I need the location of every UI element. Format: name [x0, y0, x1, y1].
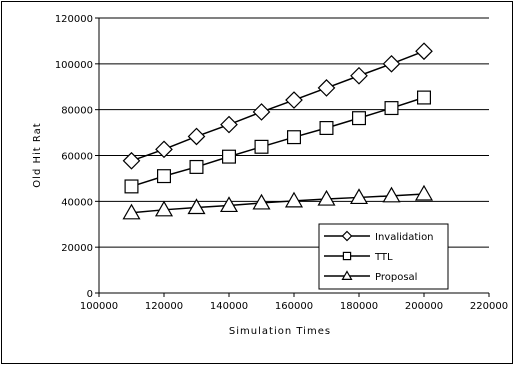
y-tick-label-5: 100000 [55, 60, 93, 71]
data-point-ttl-8 [384, 101, 399, 116]
data-point-proposal-7 [349, 188, 369, 205]
series-invalidation [122, 42, 433, 170]
x-tick-label-4: 180000 [340, 301, 378, 312]
data-point-ttl-9 [417, 90, 432, 105]
legend-label-0: Invalidation [375, 232, 434, 243]
data-point-invalidation-2 [187, 127, 206, 146]
data-point-proposal-0 [122, 203, 141, 220]
y-tick-labels: 0 20000 40000 60000 80000 100000 120000 [55, 14, 93, 300]
data-point-invalidation-1 [155, 140, 173, 159]
data-point-invalidation-5 [285, 91, 303, 109]
series-line-ttl [131, 96, 425, 188]
data-point-proposal-1 [154, 200, 174, 217]
legend-marker-1 [342, 251, 352, 261]
data-point-ttl-7 [352, 111, 367, 126]
data-point-invalidation-7 [350, 66, 368, 85]
series-proposal [122, 184, 434, 220]
x-tick-label-5: 200000 [405, 301, 443, 312]
x-tick-label-6: 220000 [470, 301, 508, 312]
data-point-proposal-3 [219, 196, 239, 213]
x-tick-label-3: 160000 [275, 301, 313, 312]
y-tick-label-6: 120000 [55, 14, 93, 25]
series-line-proposal [131, 193, 425, 214]
axes [95, 17, 490, 297]
data-point-ttl-0 [124, 179, 139, 194]
x-tick-labels: 100000 120000 140000 160000 180000 200000 2200… [80, 301, 508, 312]
data-point-invalidation-0 [122, 151, 141, 170]
legend-marker-0 [341, 230, 353, 242]
data-point-invalidation-4 [252, 103, 271, 121]
data-point-ttl-2 [189, 159, 204, 174]
data-point-ttl-5 [287, 130, 302, 145]
data-point-invalidation-3 [220, 115, 238, 134]
data-point-ttl-4 [254, 139, 269, 154]
legend-label-2: Proposal [375, 272, 417, 283]
y-tick-label-3: 60000 [61, 152, 93, 163]
data-point-ttl-6 [319, 120, 334, 135]
y-tick-label-1: 20000 [61, 243, 93, 254]
data-point-proposal-2 [187, 198, 206, 215]
data-point-proposal-8 [382, 186, 401, 203]
x-axis-title: Simulation Times [229, 326, 331, 337]
legend: Invalidation TTL Proposal [318, 223, 449, 290]
x-tick-label-0: 100000 [80, 301, 118, 312]
y-tick-label-0: 0 [87, 289, 93, 300]
y-tick-label-4: 80000 [61, 106, 93, 117]
data-point-proposal-4 [252, 193, 271, 210]
data-point-invalidation-6 [317, 79, 336, 97]
x-tick-label-2: 140000 [210, 301, 248, 312]
series-line-invalidation [131, 50, 425, 162]
x-tick-label-1: 120000 [145, 301, 183, 312]
data-point-ttl-3 [222, 149, 237, 164]
data-point-proposal-6 [317, 189, 336, 206]
data-point-proposal-5 [284, 191, 304, 208]
y-axis-title: Old Hit Rat [32, 122, 43, 187]
data-point-invalidation-8 [382, 54, 401, 73]
data-point-invalidation-9 [415, 42, 433, 61]
series-ttl [124, 90, 432, 194]
legend-label-1: TTL [374, 252, 393, 263]
y-tick-label-2: 40000 [61, 197, 93, 208]
legend-marker-2 [341, 270, 353, 280]
data-point-ttl-1 [157, 169, 172, 184]
series-group [122, 42, 434, 220]
data-point-proposal-9 [414, 184, 434, 201]
